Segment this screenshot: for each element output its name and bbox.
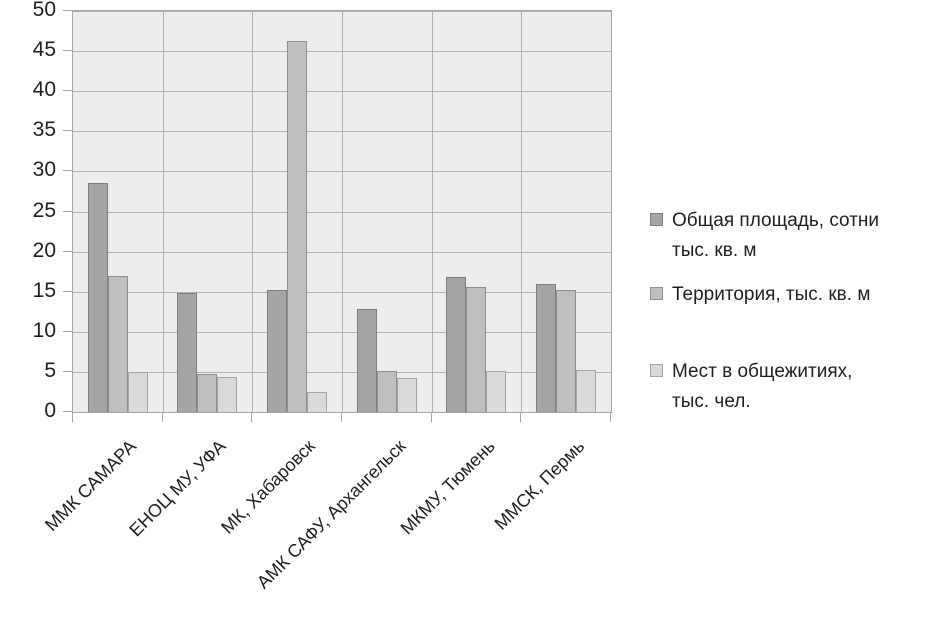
y-tick-mark — [63, 50, 72, 52]
bar-series-3-cat-3 — [307, 391, 328, 412]
bar-series-3-cat-5 — [486, 371, 507, 412]
y-tick-mark — [63, 90, 72, 92]
legend-label: Территория, тыс. кв. м — [672, 284, 871, 305]
x-tick-mark — [251, 412, 253, 422]
legend-swatch-icon — [650, 364, 663, 377]
x-axis-category-label: АМК САФУ, Архангельск — [252, 436, 409, 593]
gridline-vertical — [521, 11, 523, 412]
bar-series-3-cat-4 — [396, 377, 417, 412]
bar-group — [73, 11, 163, 412]
y-axis-tick-label: 10 — [32, 318, 56, 342]
y-tick-mark — [63, 10, 72, 11]
y-axis-tick-label: 35 — [32, 118, 56, 142]
y-axis-tick-label: 40 — [32, 78, 56, 102]
y-axis-tick-label: 20 — [32, 238, 56, 262]
bar-series-3-cat-6 — [576, 370, 597, 412]
x-tick-mark — [520, 412, 522, 422]
bar-group — [252, 11, 342, 412]
bar-series-1-cat-5 — [446, 277, 467, 412]
bar-series-1-cat-3 — [267, 290, 288, 412]
bar-group — [163, 11, 253, 412]
bar-group — [521, 11, 611, 412]
y-tick-mark — [63, 411, 72, 412]
plot-area — [72, 10, 612, 413]
bar-series-2-cat-3 — [287, 41, 308, 412]
y-tick-mark — [63, 210, 72, 212]
x-axis-category-label: ММСК, Пермь — [490, 436, 589, 534]
x-axis-category-label: МК, Хабаровск — [217, 436, 320, 538]
x-axis-category-label: МКМУ, Тюмень — [396, 436, 499, 539]
legend-swatch-icon — [650, 213, 663, 226]
bar-series-3-cat-2 — [217, 376, 238, 412]
x-tick-mark — [610, 412, 611, 422]
y-axis-tick-label: 15 — [32, 278, 56, 302]
y-axis-tick-label: 30 — [32, 158, 56, 182]
legend-label: Мест в общежитиях, тыс. чел. — [672, 361, 853, 412]
y-tick-mark — [63, 130, 72, 132]
legend-item: Территория, тыс. кв. м — [650, 280, 894, 310]
bar-series-2-cat-6 — [556, 290, 577, 412]
bar-series-1-cat-1 — [87, 183, 108, 412]
gridline-vertical — [252, 11, 254, 412]
y-tick-mark — [63, 250, 72, 252]
legend-swatch-icon — [650, 287, 663, 300]
gridline-vertical — [431, 11, 433, 412]
bar-series-2-cat-2 — [197, 373, 218, 412]
bar-series-3-cat-1 — [127, 371, 148, 412]
y-tick-mark — [63, 370, 72, 372]
bar-group — [432, 11, 522, 412]
legend-item: Общая площадь, сотни тыс. кв. м — [650, 206, 894, 266]
bar-group — [342, 11, 432, 412]
y-axis-tick-label: 50 — [32, 0, 56, 21]
x-tick-mark — [161, 412, 163, 422]
gridline-vertical — [342, 11, 343, 412]
gridline-vertical — [162, 11, 164, 412]
bar-series-2-cat-4 — [376, 371, 397, 412]
bar-series-2-cat-1 — [107, 275, 128, 412]
bar-series-2-cat-5 — [466, 286, 487, 412]
y-axis-tick-label: 0 — [44, 399, 56, 422]
x-axis-category-label: ММК САМАРА — [41, 436, 140, 535]
bar-series-1-cat-6 — [536, 283, 557, 412]
legend-item: Мест в общежитиях, тыс. чел. — [650, 357, 894, 417]
y-axis-tick-label: 25 — [32, 198, 56, 222]
y-axis-tick-label: 5 — [44, 358, 56, 382]
x-tick-mark — [341, 412, 342, 422]
bar-series-1-cat-4 — [356, 309, 377, 412]
y-axis-tick-label: 45 — [32, 38, 56, 62]
x-tick-mark — [72, 412, 73, 422]
x-axis-category-label: ЕНОЦ МУ, УФА — [125, 436, 230, 541]
y-tick-mark — [63, 330, 72, 332]
legend-label: Общая площадь, сотни тыс. кв. м — [672, 210, 879, 261]
bar-series-1-cat-2 — [177, 293, 198, 412]
x-tick-mark — [430, 412, 432, 422]
y-tick-mark — [63, 290, 72, 292]
y-tick-mark — [63, 170, 72, 172]
